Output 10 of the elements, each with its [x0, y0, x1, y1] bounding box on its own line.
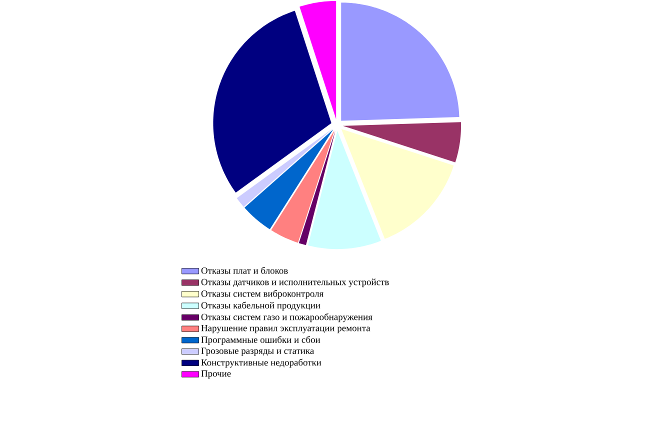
- legend-label: Программные ошибки и сбои: [201, 336, 320, 345]
- legend-label: Прочие: [201, 370, 231, 379]
- legend-label: Отказы плат и блоков: [201, 266, 288, 274]
- legend-label: Отказы датчиков и исполнительных устройств: [201, 278, 389, 288]
- legend-label: Отказы систем виброконтроля: [201, 290, 324, 299]
- legend-label: Нарушение правил эксплуатации ремонта: [201, 324, 370, 334]
- legend-label: Грозовые разряды и статика: [201, 348, 314, 356]
- legend-label: Отказы систем газо и пожарообнаружения: [201, 313, 372, 322]
- legend-label: Конструктивные недоработки: [201, 358, 322, 368]
- legend-label: Отказы кабельной продукции: [201, 302, 320, 310]
